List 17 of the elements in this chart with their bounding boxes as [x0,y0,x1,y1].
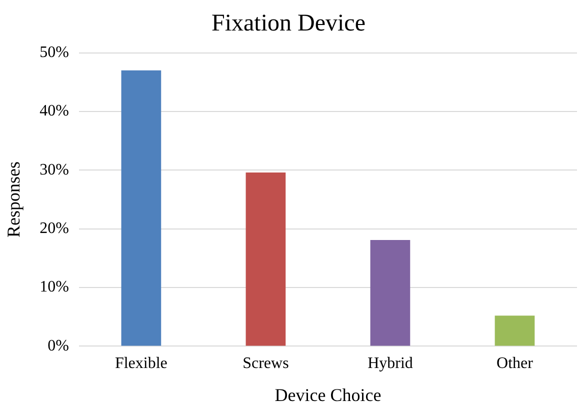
bar [121,70,162,346]
y-tick-label: 30% [40,161,69,178]
y-tick-label: 50% [40,44,69,62]
x-tick-label: Flexible [114,355,168,372]
y-tick-label: 20% [40,220,69,238]
chart-title: Fixation Device [212,10,366,37]
y-tick-label: 0% [48,337,69,354]
y-axis-title: Responses [4,162,24,238]
x-axis-title: Device Choice [274,384,382,405]
bar [494,316,535,346]
x-tick-label: Screws [242,355,289,372]
y-tick-label: 10% [40,278,69,296]
bar [370,240,410,346]
bar [246,172,286,346]
y-tick-label: 40% [40,102,69,120]
x-tick-label: Hybrid [368,355,413,372]
x-tick-label: Other [496,355,534,372]
